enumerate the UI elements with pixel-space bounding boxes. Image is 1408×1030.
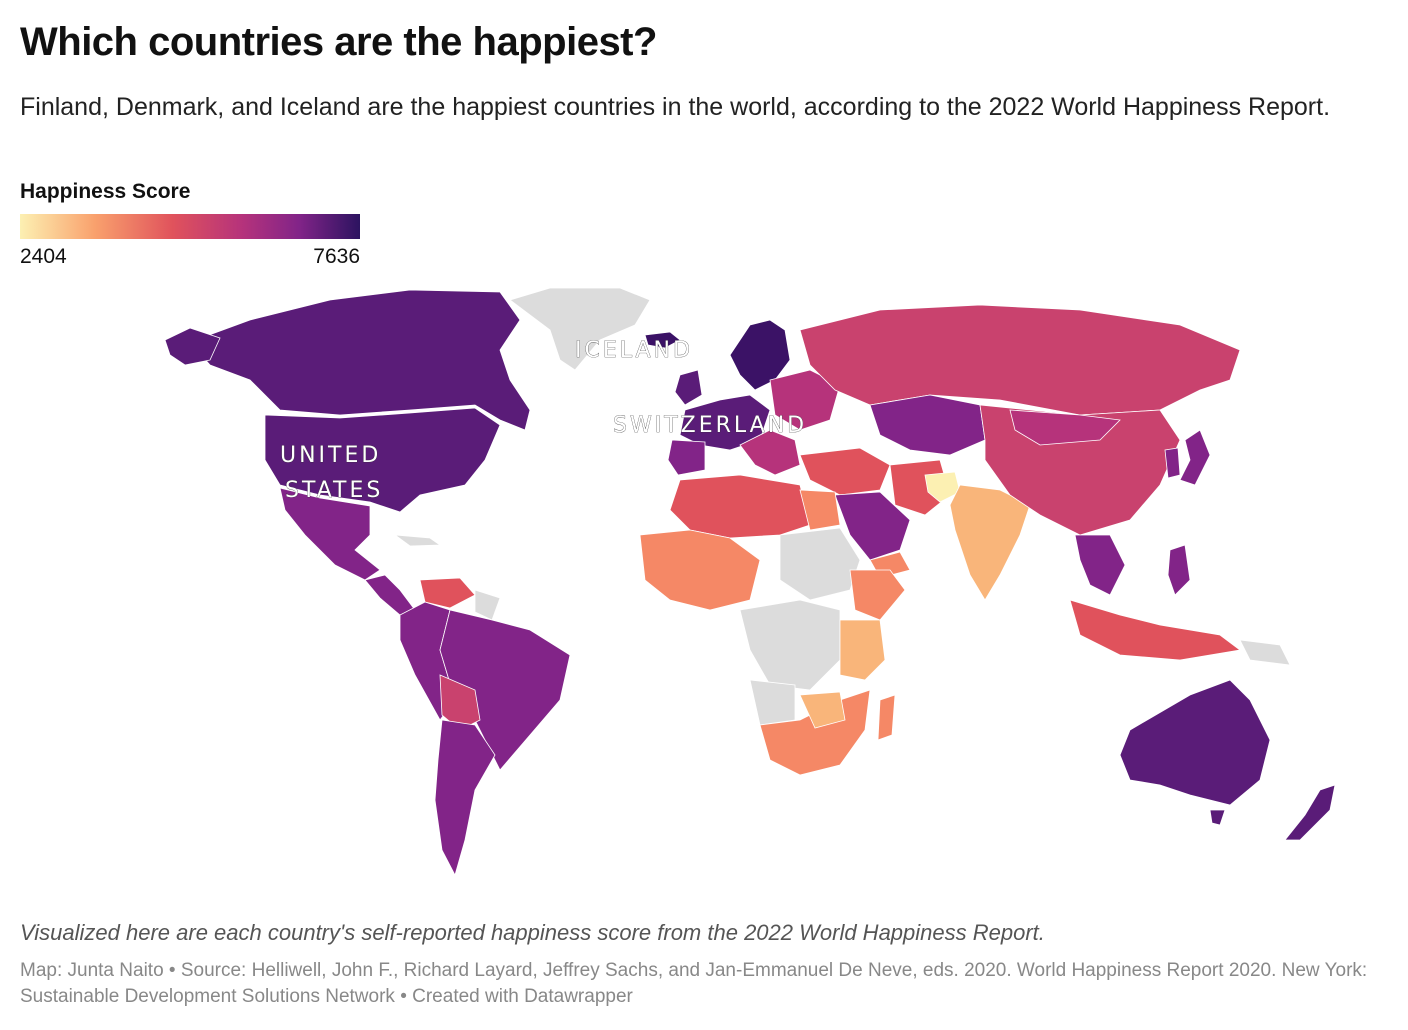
label-switzerland: SWITZERLAND [613, 413, 807, 438]
country-india[interactable] [949, 484, 1031, 601]
country-tasmania[interactable] [1209, 809, 1226, 826]
country-alaska-us[interactable] [164, 327, 221, 366]
country-cuba[interactable] [393, 534, 442, 547]
country-iceland[interactable] [644, 331, 681, 349]
chart-title: Which countries are the happiest? [20, 20, 657, 64]
country-north-africa[interactable] [669, 474, 811, 539]
country-united-states[interactable] [264, 407, 501, 513]
legend-max-label: 7636 [313, 245, 360, 268]
country-mexico[interactable] [279, 487, 381, 581]
label-united-states-line2: STATES [285, 478, 383, 503]
country-zimbabwe-zambia[interactable] [799, 691, 846, 729]
country-australia[interactable] [1119, 679, 1271, 806]
label-iceland: ICELAND [575, 338, 693, 363]
country-canada[interactable] [189, 289, 531, 431]
country-iberia[interactable] [667, 439, 706, 476]
chart-note: Visualized here are each country's self-… [20, 920, 1045, 945]
country-west-africa[interactable] [639, 529, 761, 611]
country-turkey-middle-east[interactable] [799, 447, 891, 496]
country-sudan-chad[interactable] [779, 527, 861, 601]
country-new-zealand[interactable] [1284, 784, 1336, 841]
country-eastern-europe[interactable] [769, 369, 841, 431]
country-indonesia[interactable] [1069, 599, 1241, 661]
country-uk-ireland[interactable] [674, 369, 703, 406]
legend-min-label: 2404 [20, 245, 67, 268]
country-ethiopia-horn[interactable] [849, 569, 906, 621]
country-korea[interactable] [1164, 447, 1181, 479]
country-mongolia[interactable] [1009, 409, 1121, 446]
country-guyana-suriname[interactable] [474, 589, 501, 621]
country-scandinavia[interactable] [729, 319, 791, 391]
country-southeast-asia[interactable] [1074, 534, 1126, 596]
country-afghanistan[interactable] [924, 471, 961, 503]
country-venezuela[interactable] [419, 577, 476, 609]
country-russia[interactable] [799, 304, 1241, 416]
country-east-africa[interactable] [839, 619, 886, 681]
country-central-africa[interactable] [739, 599, 841, 691]
country-japan[interactable] [1179, 429, 1211, 486]
country-angola[interactable] [749, 679, 796, 726]
legend-title: Happiness Score [20, 180, 191, 203]
world-map: UNITED STATES ICELAND SWITZERLAND [164, 287, 1336, 877]
chart-subtitle: Finland, Denmark, and Iceland are the ha… [20, 93, 1331, 121]
country-greenland[interactable] [509, 287, 651, 371]
label-united-states: UNITED STATES [280, 443, 383, 504]
country-egypt[interactable] [799, 489, 841, 531]
chart-source: Map: Junta Naito • Source: Helliwell, Jo… [20, 960, 1368, 1007]
country-italy-balkans[interactable] [739, 429, 801, 476]
country-philippines[interactable] [1167, 544, 1191, 596]
legend-color-scale [20, 214, 360, 239]
label-united-states-line1: UNITED [280, 443, 381, 468]
country-madagascar[interactable] [877, 694, 896, 741]
country-central-america[interactable] [364, 574, 416, 616]
country-argentina-chile[interactable] [434, 719, 496, 877]
country-papua[interactable] [1239, 639, 1291, 666]
country-kazakhstan-central-asia[interactable] [869, 394, 986, 456]
country-saudi-arabia[interactable] [834, 491, 911, 561]
